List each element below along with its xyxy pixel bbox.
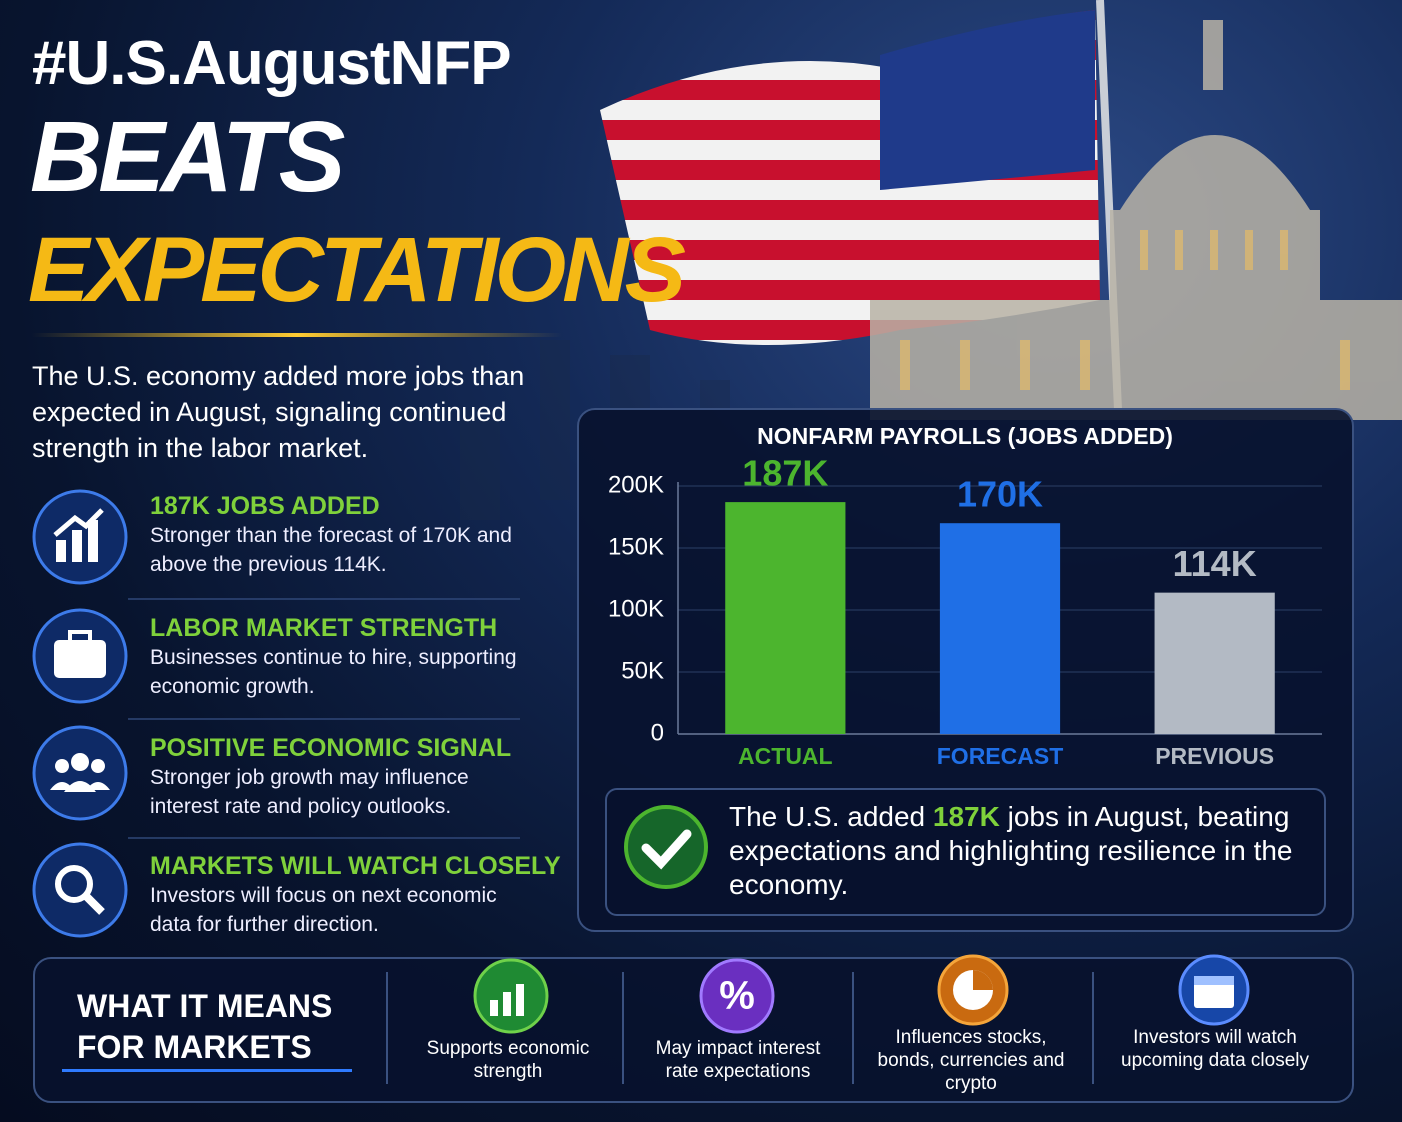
highlight: MARKETS WILL WATCH CLOSELY Investors will… [150,852,561,939]
highlight-title: 187K JOBS ADDED [150,492,380,520]
hashtag: #U.S.AugustNFP [32,29,512,98]
highlight: POSITIVE ECONOMIC SIGNAL Stronger job gro… [150,734,530,821]
highlight-title: LABOR MARKET STRENGTH [150,614,498,642]
highlight-title: POSITIVE ECONOMIC SIGNAL [150,734,512,762]
highlight-text: Stronger job growth may influence intere… [150,766,469,818]
market-item: Investors will watch upcoming data close… [1121,1027,1309,1071]
y-tick-label: 150K [608,533,664,560]
highlight-text: Investors will focus on next economic da… [150,884,497,936]
summary: The U.S. added 187K jobs in August, beat… [729,800,1299,902]
value-label: 170K [957,474,1043,515]
markets-art: % [62,954,1250,1084]
summary-text: The U.S. added [729,801,933,832]
markets-panel [33,957,1354,1103]
y-tick-label: 200K [608,471,664,498]
bar [1154,592,1275,734]
market-item: May impact interest rate expectations [655,1038,821,1082]
svg-text:%: % [719,974,755,1018]
summary-box [605,788,1326,916]
market-item: Influences stocks, bonds, currencies and… [877,1027,1065,1094]
chart-title: NONFARM PAYROLLS (JOBS ADDED) [757,423,1173,449]
y-tick-label: 100K [608,595,664,622]
x-tick-label: ACTUAL [738,743,833,769]
highlight-title: MARKETS WILL WATCH CLOSELY [150,852,561,880]
headline-line2: EXPECTATIONS [28,219,686,321]
highlight-text: Stronger than the forecast of 170K and a… [150,524,512,576]
value-label: 114K [1173,543,1257,584]
market-item: Supports economic strength [426,1038,590,1082]
intro: The U.S. economy added more jobs than ex… [32,361,525,463]
highlight: 187K JOBS ADDED Stronger than the forecas… [150,492,530,579]
bar [725,502,846,734]
check-icon [624,805,708,889]
y-tick-label: 0 [651,719,664,746]
bar [939,523,1061,734]
summary-text: jobs in August, beating expectations and… [729,801,1293,900]
value-label: 187K [742,453,828,494]
summary-highlight: 187K [932,801,1000,832]
x-tick-label: PREVIOUS [1155,743,1274,769]
highlight: LABOR MARKET STRENGTH Businesses continue… [150,614,530,701]
x-tick-label: FORECAST [937,743,1064,769]
highlight-text: Businesses continue to hire, supporting … [150,646,517,698]
headline-line1: BEATS [30,101,345,213]
markets-title: WHAT IT MEANS FOR MARKETS [77,988,333,1065]
y-tick-label: 50K [621,657,664,684]
